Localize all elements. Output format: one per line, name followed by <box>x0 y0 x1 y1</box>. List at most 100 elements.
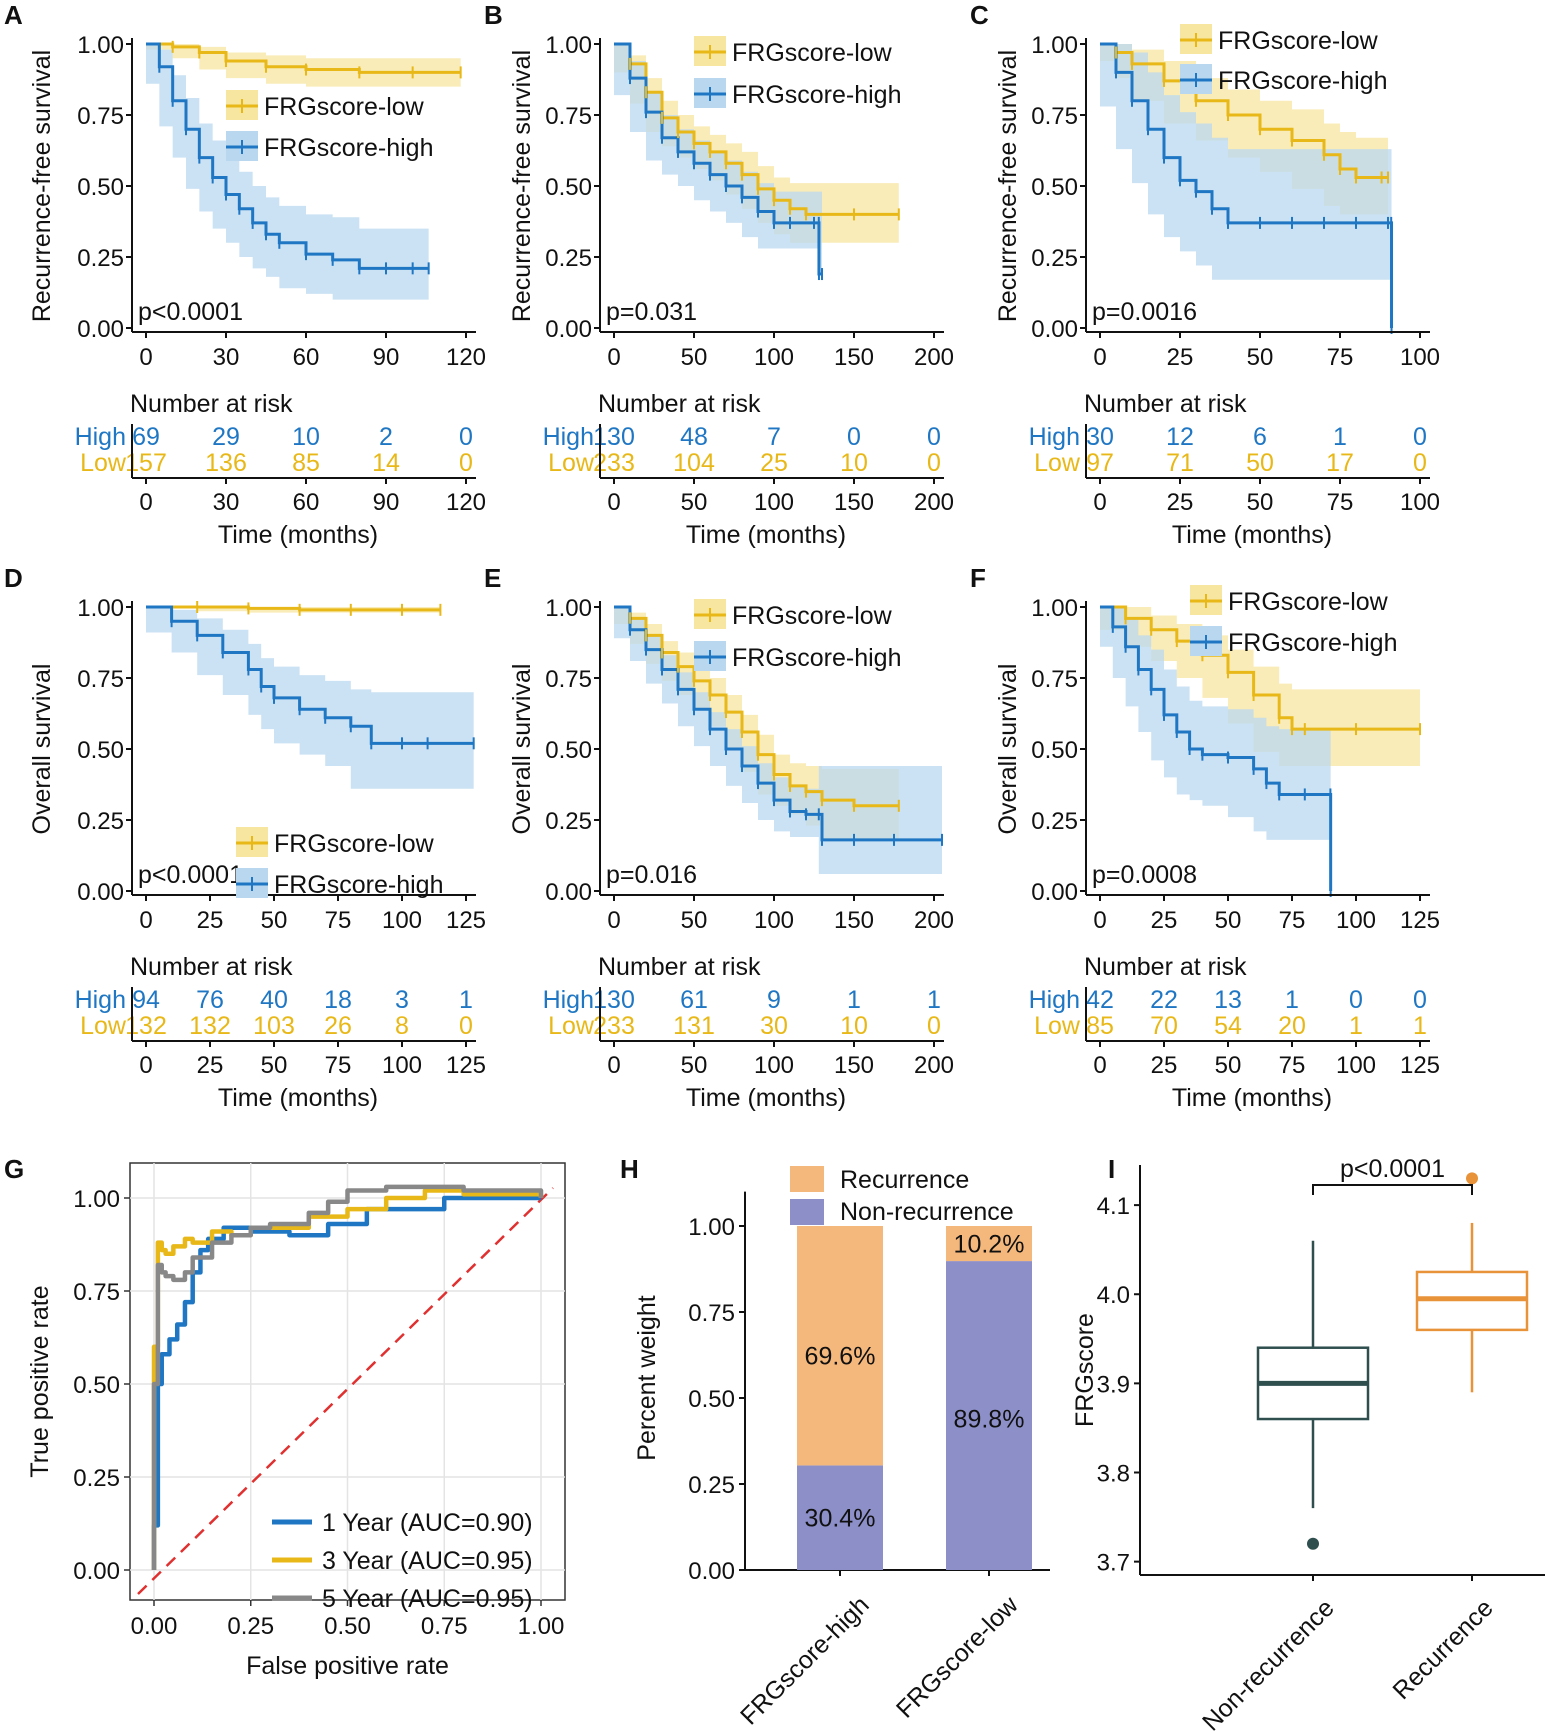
risk-value: 104 <box>673 449 715 477</box>
x-tick-label: 75 <box>1327 344 1354 371</box>
y-tick-label: 4.0 <box>1097 1282 1130 1309</box>
panel-label-I: I <box>1108 1154 1115 1184</box>
risk-table-title: Number at risk <box>1084 953 1247 981</box>
y-tick-label: 0.25 <box>77 245 124 272</box>
risk-value: 42 <box>1086 986 1114 1014</box>
risk-value: 7 <box>767 423 781 451</box>
panel-label-G: G <box>4 1154 24 1184</box>
risk-value: 0 <box>459 449 473 477</box>
y-tick-label: 0.25 <box>688 1472 735 1499</box>
risk-x-tick-label: 50 <box>1215 1052 1242 1079</box>
x-tick-label: 60 <box>293 344 320 371</box>
risk-row-label-low: Low <box>548 1012 595 1040</box>
risk-x-tick-label: 0 <box>1093 489 1106 516</box>
x-tick-label: Recurrence <box>1388 1594 1499 1705</box>
x-tick-label: 100 <box>754 907 794 934</box>
x-tick-label: 0.00 <box>131 1613 178 1640</box>
risk-x-tick-label: 125 <box>446 1052 486 1079</box>
y-tick-label: 1.00 <box>688 1214 735 1241</box>
p-value-label: p=0.031 <box>606 298 697 326</box>
legend-label-recurrence: Recurrence <box>840 1166 969 1194</box>
risk-x-tick-label: 50 <box>261 1052 288 1079</box>
y-tick-label: 0.50 <box>77 737 124 764</box>
bar-recurrence <box>946 1226 1032 1262</box>
risk-table-title: Number at risk <box>598 953 761 981</box>
risk-value: 1 <box>1349 1012 1363 1040</box>
y-tick-label: 0.50 <box>688 1386 735 1413</box>
y-tick-label: 1.00 <box>73 1186 120 1213</box>
y-tick-label: 0.25 <box>77 808 124 835</box>
risk-table-title: Number at risk <box>1084 390 1247 418</box>
x-tick-label: 25 <box>1151 907 1178 934</box>
x-tick-label: 30 <box>213 344 240 371</box>
y-tick-label: 4.1 <box>1097 1193 1130 1220</box>
y-tick-label: 0.00 <box>77 879 124 906</box>
risk-row-label-high: High <box>543 986 594 1014</box>
y-axis-title: Recurrence-free survival <box>28 50 56 322</box>
x-tick-label: 100 <box>1336 907 1376 934</box>
risk-x-tick-label: 100 <box>1400 489 1440 516</box>
y-tick-label: 0.00 <box>1031 879 1078 906</box>
legend-label-high: FRGscore-high <box>264 134 434 162</box>
x-tick-label: 100 <box>754 344 794 371</box>
risk-value: 76 <box>196 986 224 1014</box>
bar-recurrence <box>797 1226 883 1466</box>
legend-label-low: FRGscore-low <box>264 93 425 121</box>
y-tick-label: 1.00 <box>77 32 124 59</box>
ci-band-high <box>146 607 474 789</box>
y-axis-title: Recurrence-free survival <box>994 50 1022 322</box>
risk-value: 1 <box>1285 986 1299 1014</box>
ci-band-low <box>614 44 899 243</box>
risk-x-tick-label: 125 <box>1400 1052 1440 1079</box>
p-value-label: p=0.0016 <box>1092 298 1197 326</box>
p-value-label: p=0.016 <box>606 861 697 889</box>
bar-label-nonrecurrence: 89.8% <box>954 1406 1025 1434</box>
x-axis-title: False positive rate <box>246 1652 449 1680</box>
legend-label-nonrecurrence: Non-recurrence <box>840 1198 1014 1226</box>
y-tick-label: 0.25 <box>545 808 592 835</box>
x-tick-label: 50 <box>681 344 708 371</box>
risk-table-title: Number at risk <box>130 953 293 981</box>
risk-value: 132 <box>189 1012 231 1040</box>
ci-band-high <box>146 44 429 300</box>
x-tick-label: 50 <box>261 907 288 934</box>
y-tick-label: 0.00 <box>545 316 592 343</box>
risk-x-tick-label: 50 <box>681 1052 708 1079</box>
bar-label-recurrence: 69.6% <box>805 1342 876 1370</box>
risk-value: 0 <box>1413 449 1427 477</box>
bar-nonrecurrence <box>797 1465 883 1570</box>
p-value-label: p<0.0001 <box>138 298 243 326</box>
y-tick-label: 0.50 <box>545 737 592 764</box>
risk-value: 30 <box>1086 423 1114 451</box>
risk-row-label-low: Low <box>80 449 127 477</box>
risk-value: 1 <box>459 986 473 1014</box>
ci-band-high <box>1100 607 1331 891</box>
risk-value: 10 <box>292 423 320 451</box>
legend-key-nonrecurrence <box>790 1199 824 1225</box>
y-tick-label: 0.00 <box>688 1558 735 1585</box>
risk-x-tick-label: 100 <box>1336 1052 1376 1079</box>
panel-label-E: E <box>484 563 501 593</box>
y-axis-title: True positive rate <box>26 1285 54 1477</box>
roc-curve-3-year <box>151 1188 544 1570</box>
risk-row-label-high: High <box>1029 423 1080 451</box>
risk-x-tick-label: 150 <box>834 489 874 516</box>
risk-value: 50 <box>1246 449 1274 477</box>
x-tick-label: 125 <box>446 907 486 934</box>
panel-label-C: C <box>970 0 989 30</box>
y-tick-label: 0.00 <box>545 879 592 906</box>
x-tick-label: 120 <box>446 344 486 371</box>
y-tick-label: 0.50 <box>1031 737 1078 764</box>
risk-x-tick-label: 100 <box>382 1052 422 1079</box>
x-tick-label: 50 <box>1215 907 1242 934</box>
p-value-label: p=0.0008 <box>1092 861 1197 889</box>
x-tick-label: 150 <box>834 344 874 371</box>
risk-x-tick-label: 150 <box>834 1052 874 1079</box>
risk-value: 69 <box>132 423 160 451</box>
y-tick-label: 0.75 <box>688 1300 735 1327</box>
risk-x-tick-label: 75 <box>325 1052 352 1079</box>
y-tick-label: 0.00 <box>73 1558 120 1585</box>
risk-x-tick-label: 0 <box>607 1052 620 1079</box>
x-tick-label: 0.25 <box>227 1613 274 1640</box>
risk-value: 13 <box>1214 986 1242 1014</box>
